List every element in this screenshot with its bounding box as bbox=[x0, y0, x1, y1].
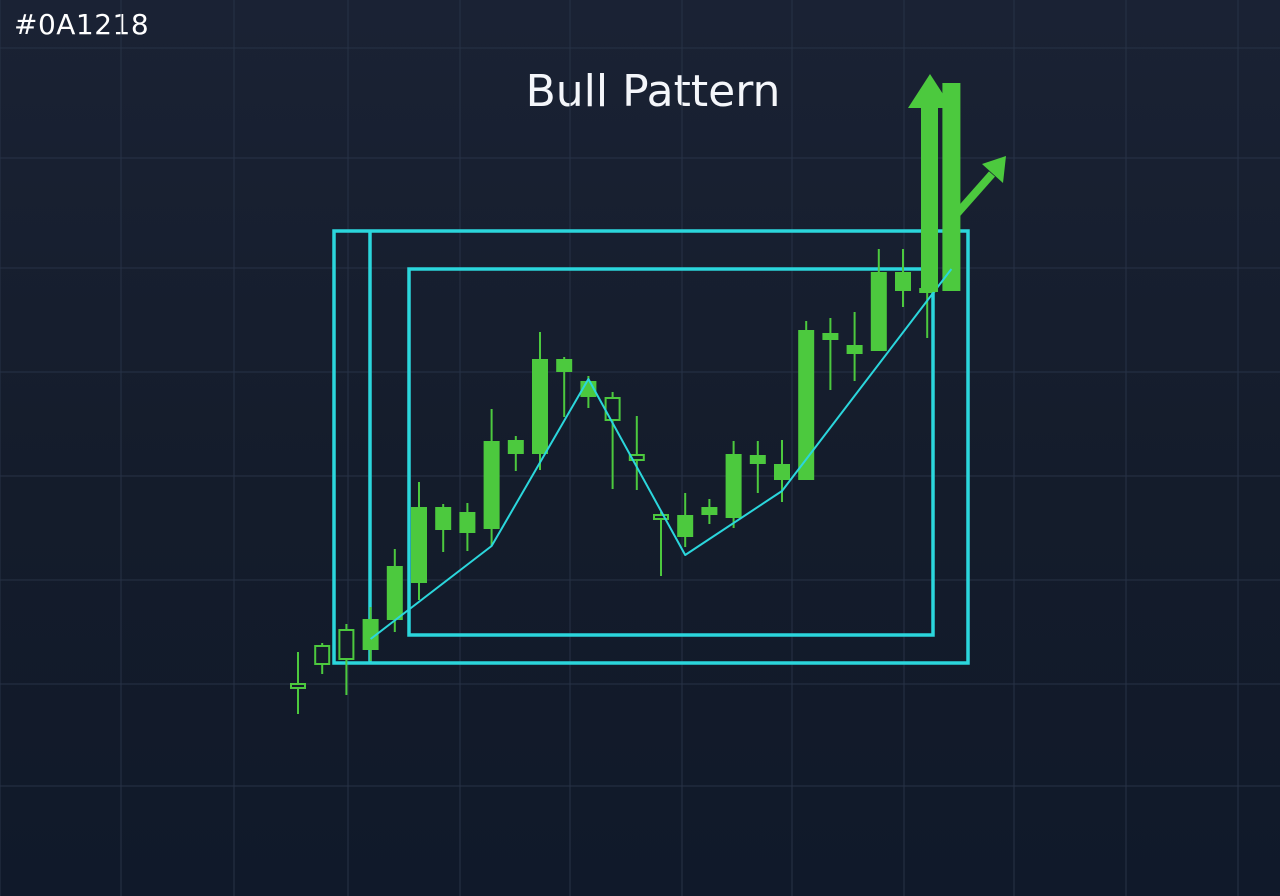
candle-body bbox=[459, 512, 476, 533]
candle-body bbox=[749, 455, 766, 464]
candle-body bbox=[846, 345, 863, 354]
up-arrow-head bbox=[908, 74, 952, 108]
candle-body bbox=[701, 507, 718, 515]
candle-body bbox=[725, 454, 742, 518]
candle-body-hollow bbox=[628, 454, 645, 461]
pattern-frame-inner bbox=[407, 267, 935, 637]
candle-body bbox=[411, 507, 427, 583]
candle-body bbox=[774, 464, 790, 480]
pattern-frame-outer bbox=[332, 229, 970, 665]
corner-label: #0A1218 bbox=[14, 8, 150, 41]
candle-body bbox=[386, 566, 403, 620]
candle-body-hollow bbox=[338, 629, 355, 660]
diagonal-arrow-shaft bbox=[943, 171, 995, 229]
diagonal-arrow-head bbox=[982, 156, 1006, 183]
candle-body bbox=[532, 359, 548, 454]
candle-body-hollow bbox=[653, 514, 669, 520]
candle-body-hollow bbox=[314, 645, 331, 665]
breakout-bar bbox=[942, 83, 961, 291]
candle-body bbox=[798, 330, 815, 480]
candle-body bbox=[362, 619, 379, 650]
up-arrow-shaft bbox=[921, 102, 938, 292]
chart-title: Bull Pattern bbox=[525, 66, 781, 117]
candle-body-hollow bbox=[604, 397, 621, 421]
candle-body bbox=[822, 333, 839, 340]
candle-body bbox=[435, 507, 452, 530]
candle-body bbox=[556, 359, 573, 372]
candle-body bbox=[507, 440, 524, 454]
candle-body bbox=[677, 515, 694, 537]
candle-body bbox=[895, 272, 911, 291]
candle-body-hollow bbox=[290, 683, 306, 689]
zigzag-trend-line bbox=[369, 268, 953, 640]
candle-body bbox=[483, 441, 500, 529]
candle-body bbox=[870, 272, 887, 351]
